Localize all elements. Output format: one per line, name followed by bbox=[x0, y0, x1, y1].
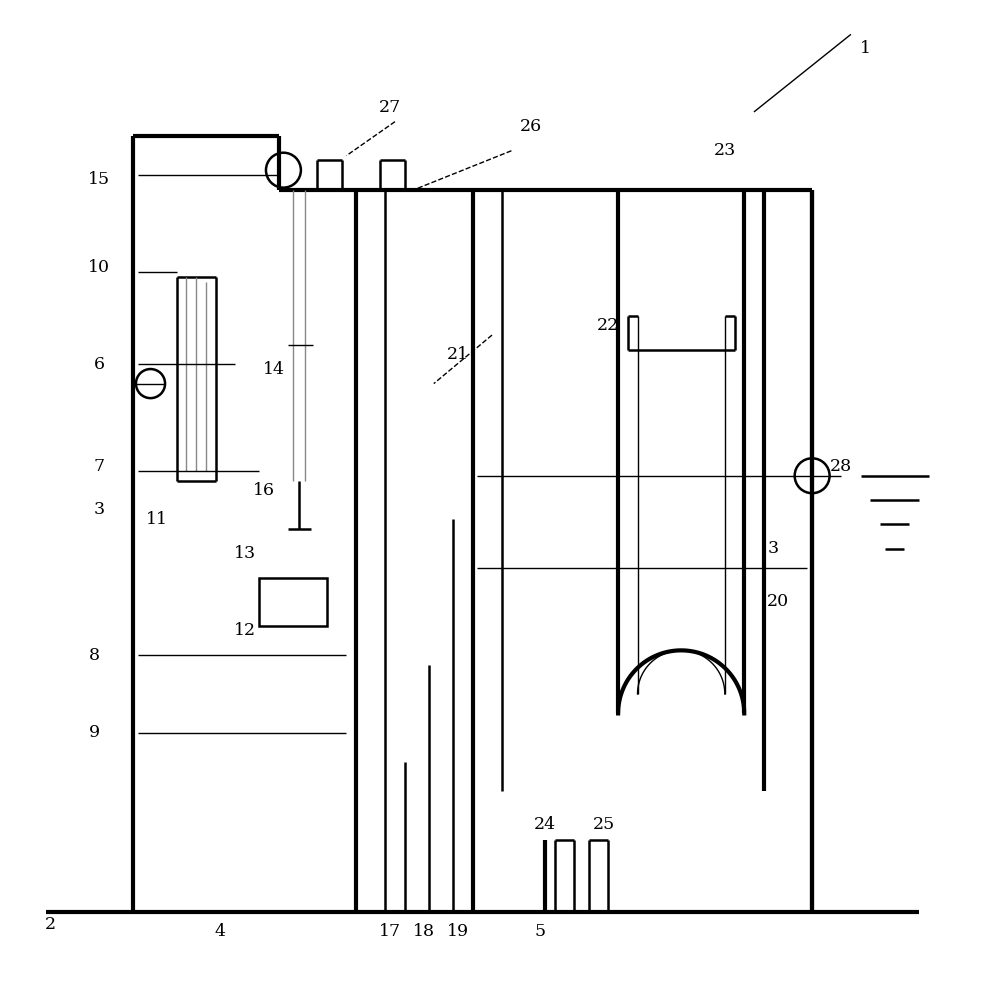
Text: 28: 28 bbox=[830, 458, 852, 475]
Text: 23: 23 bbox=[713, 142, 736, 159]
Text: 12: 12 bbox=[233, 622, 256, 639]
Text: 13: 13 bbox=[233, 545, 256, 562]
Text: 18: 18 bbox=[413, 923, 435, 940]
Text: 2: 2 bbox=[45, 916, 56, 933]
Text: 22: 22 bbox=[597, 317, 620, 334]
Text: 1: 1 bbox=[860, 40, 871, 57]
Text: 16: 16 bbox=[253, 482, 275, 499]
Text: 3: 3 bbox=[93, 501, 104, 518]
Text: 7: 7 bbox=[93, 458, 104, 475]
Text: 15: 15 bbox=[88, 171, 110, 188]
Text: 27: 27 bbox=[379, 99, 401, 116]
Text: 11: 11 bbox=[147, 511, 168, 528]
Text: 10: 10 bbox=[89, 259, 110, 276]
Bar bbox=[259, 578, 327, 626]
Text: 25: 25 bbox=[592, 816, 615, 833]
Text: 20: 20 bbox=[768, 593, 789, 610]
Text: 9: 9 bbox=[89, 724, 99, 741]
Text: 14: 14 bbox=[263, 361, 284, 378]
Text: 19: 19 bbox=[447, 923, 469, 940]
Text: 4: 4 bbox=[215, 923, 226, 940]
Text: 17: 17 bbox=[379, 923, 401, 940]
Text: 8: 8 bbox=[89, 647, 99, 664]
Text: 21: 21 bbox=[447, 346, 469, 363]
Text: 5: 5 bbox=[535, 923, 546, 940]
Text: 26: 26 bbox=[520, 118, 542, 135]
Text: 6: 6 bbox=[93, 356, 104, 373]
Text: 3: 3 bbox=[768, 540, 779, 557]
Text: 24: 24 bbox=[534, 816, 556, 833]
